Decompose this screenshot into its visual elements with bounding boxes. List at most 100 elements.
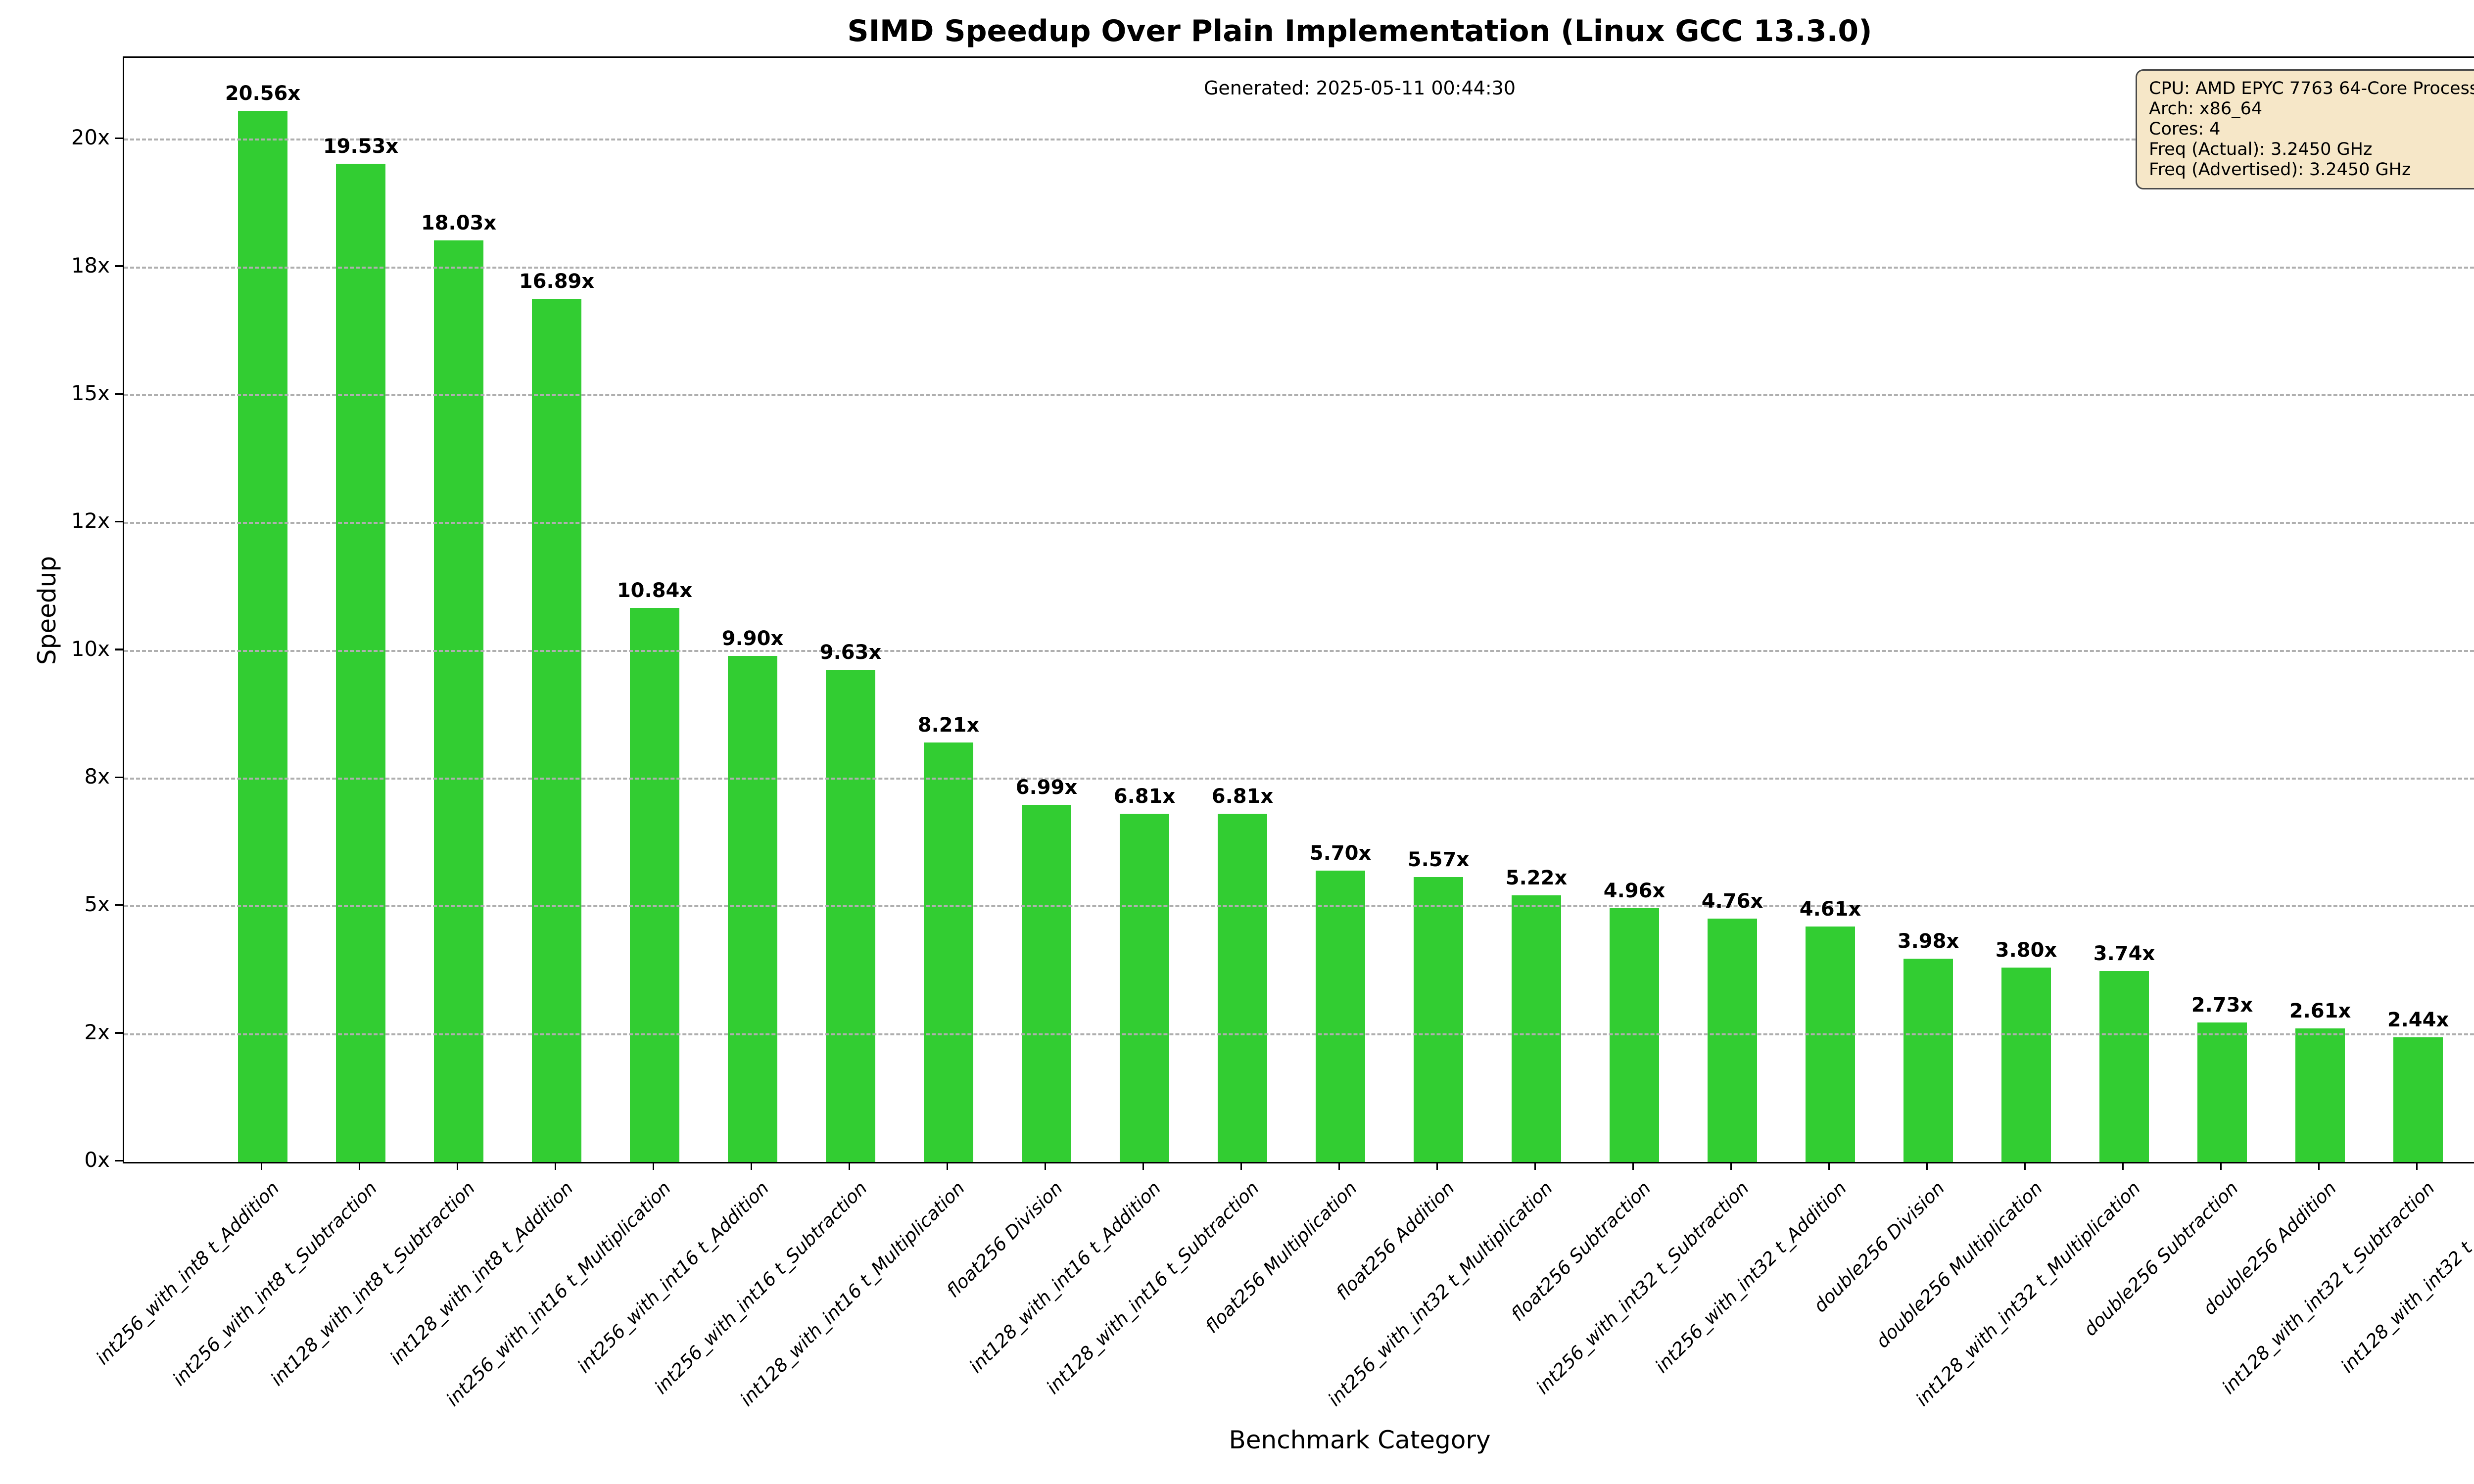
bar-value-label: 18.03x	[421, 211, 497, 234]
grid-line	[124, 905, 2474, 908]
bar	[2393, 1037, 2443, 1162]
cpu-info-line: CPU: AMD EPYC 7763 64-Core Processor	[2149, 79, 2474, 98]
bar	[2001, 968, 2051, 1162]
chart-title: SIMD Speedup Over Plain Implementation (…	[847, 14, 1872, 48]
y-axis-title: Speedup	[33, 556, 61, 665]
bar-value-label: 5.22x	[1505, 866, 1568, 889]
bar	[1316, 871, 1365, 1162]
bar	[1512, 895, 1561, 1162]
bar-value-label: 3.98x	[1897, 929, 1959, 953]
x-tick-mark	[1142, 1162, 1144, 1170]
y-tick-mark	[115, 1159, 123, 1161]
freq-actual-info-line: Freq (Actual): 3.2450 GHz	[2149, 139, 2373, 159]
y-tick-mark	[115, 137, 123, 139]
grid-line	[124, 1033, 2474, 1035]
bar-value-label: 2.44x	[2387, 1008, 2449, 1031]
bar-value-label: 3.80x	[1995, 939, 2057, 962]
grid-line	[124, 266, 2474, 269]
x-tick-mark	[750, 1162, 752, 1170]
bar-value-label: 6.81x	[1211, 785, 1274, 808]
x-tick-mark	[1926, 1162, 1928, 1170]
x-tick-label: int128_with_int32 t_Subtraction	[2217, 1177, 2439, 1398]
bar-value-label: 19.53x	[323, 135, 399, 158]
bar-value-label: 4.61x	[1799, 897, 1861, 921]
plot-area: 20.56x 19.53x 18.03x 16.89x 10.84x 9.90x 9.63x…	[123, 56, 2474, 1163]
x-tick-label: int128_with_int8 t_Addition	[385, 1177, 577, 1369]
x-tick-mark	[260, 1162, 262, 1170]
bar-value-label: 6.99x	[1015, 776, 1078, 799]
x-tick-label: int128_with_int32 t_Multiplication	[1911, 1177, 2145, 1410]
bar	[434, 240, 483, 1162]
x-tick-label: int256_with_int16 t_Addition	[573, 1177, 773, 1377]
bar-value-label: 6.81x	[1113, 785, 1176, 808]
x-tick-label: int256_with_int32 t_Multiplication	[1324, 1177, 1557, 1410]
x-tick-label: int128_with_int16 t_Multiplication	[736, 1177, 969, 1410]
bar	[532, 298, 581, 1162]
x-tick-mark	[1828, 1162, 1830, 1170]
x-tick-label: int256_with_int16 t_Multiplication	[442, 1177, 675, 1410]
x-tick-label: int256_with_int32 t_Addition	[1651, 1177, 1851, 1377]
bar-value-label: 8.21x	[917, 713, 980, 737]
x-tick-label: int128_with_int8 t_Subtraction	[266, 1177, 479, 1390]
generated-timestamp: Generated: 2025-05-11 00:44:30	[1203, 77, 1516, 99]
x-tick-mark	[1534, 1162, 1536, 1170]
x-tick-mark	[652, 1162, 654, 1170]
y-tick-label: 10x	[71, 636, 110, 661]
freq-advertised-info-line: Freq (Advertised): 3.2450 GHz	[2149, 160, 2411, 180]
bar-value-label: 5.70x	[1309, 842, 1372, 865]
cpu-info-box: CPU: AMD EPYC 7763 64-Core Processor Arc…	[2136, 69, 2474, 189]
x-axis-title: Benchmark Category	[1229, 1426, 1491, 1454]
bar	[1610, 908, 1659, 1162]
bar-value-label: 3.74x	[2093, 942, 2155, 965]
bar	[728, 656, 777, 1162]
y-tick-label: 8x	[84, 764, 110, 788]
bar	[1903, 958, 1953, 1162]
bar	[1806, 926, 1855, 1162]
bar-value-label: 9.63x	[819, 641, 882, 664]
bar-value-label: 4.96x	[1603, 880, 1665, 903]
y-tick-mark	[115, 393, 123, 395]
grid-line	[124, 778, 2474, 780]
bar	[1414, 877, 1463, 1162]
x-tick-mark	[946, 1162, 948, 1170]
x-tick-mark	[1044, 1162, 1046, 1170]
x-tick-mark	[1632, 1162, 1634, 1170]
x-tick-mark	[456, 1162, 458, 1170]
y-tick-label: 0x	[84, 1148, 110, 1172]
x-tick-mark	[1436, 1162, 1438, 1170]
y-tick-label: 15x	[71, 381, 110, 405]
y-tick-label: 2x	[84, 1020, 110, 1044]
bar-value-label: 9.90x	[721, 627, 784, 650]
x-tick-label: double256 Multiplication	[1871, 1177, 2047, 1352]
bar-value-label: 2.61x	[2289, 1000, 2351, 1023]
bar-value-label: 2.73x	[2191, 993, 2253, 1017]
x-tick-label: int128_with_int16 t_Subtraction	[1042, 1177, 1263, 1398]
y-tick-mark	[115, 776, 123, 778]
y-tick-label: 5x	[84, 892, 110, 917]
bar-value-label: 16.89x	[519, 270, 595, 293]
y-tick-mark	[115, 649, 123, 650]
x-tick-mark	[554, 1162, 556, 1170]
bar	[630, 607, 679, 1162]
bar	[826, 669, 875, 1162]
bar-value-label: 2.38x	[2437, 1012, 2474, 1034]
bar	[924, 742, 973, 1162]
bar	[1218, 814, 1267, 1162]
grid-line	[124, 139, 2474, 141]
x-tick-mark	[358, 1162, 360, 1170]
x-tick-mark	[1338, 1162, 1340, 1170]
x-tick-label: int256_with_int8 t_Addition	[92, 1177, 284, 1369]
x-tick-mark	[2024, 1162, 2026, 1170]
y-tick-mark	[115, 520, 123, 523]
grid-line	[124, 394, 2474, 396]
bar-value-label: 4.76x	[1701, 890, 1763, 913]
bar	[1708, 919, 1757, 1162]
grid-line	[124, 522, 2474, 524]
x-tick-mark	[848, 1162, 850, 1170]
y-tick-mark	[115, 904, 123, 906]
x-tick-mark	[1730, 1162, 1732, 1170]
cores-info-line: Cores: 4	[2149, 119, 2221, 139]
bar-value-label: 5.57x	[1407, 848, 1470, 872]
bar	[2295, 1028, 2345, 1162]
